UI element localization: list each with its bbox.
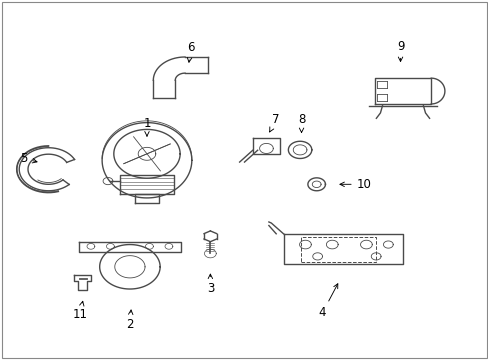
Text: 2: 2 — [126, 310, 133, 331]
Text: 4: 4 — [318, 284, 337, 319]
Text: 10: 10 — [339, 178, 371, 191]
Text: 7: 7 — [269, 113, 279, 132]
Text: 9: 9 — [396, 40, 404, 62]
Text: 5: 5 — [20, 152, 37, 165]
Text: 1: 1 — [143, 117, 150, 136]
Text: 6: 6 — [187, 41, 194, 62]
Text: 8: 8 — [297, 113, 305, 132]
Text: 3: 3 — [206, 274, 214, 295]
Text: 11: 11 — [72, 301, 87, 321]
Bar — [300, 237, 375, 262]
